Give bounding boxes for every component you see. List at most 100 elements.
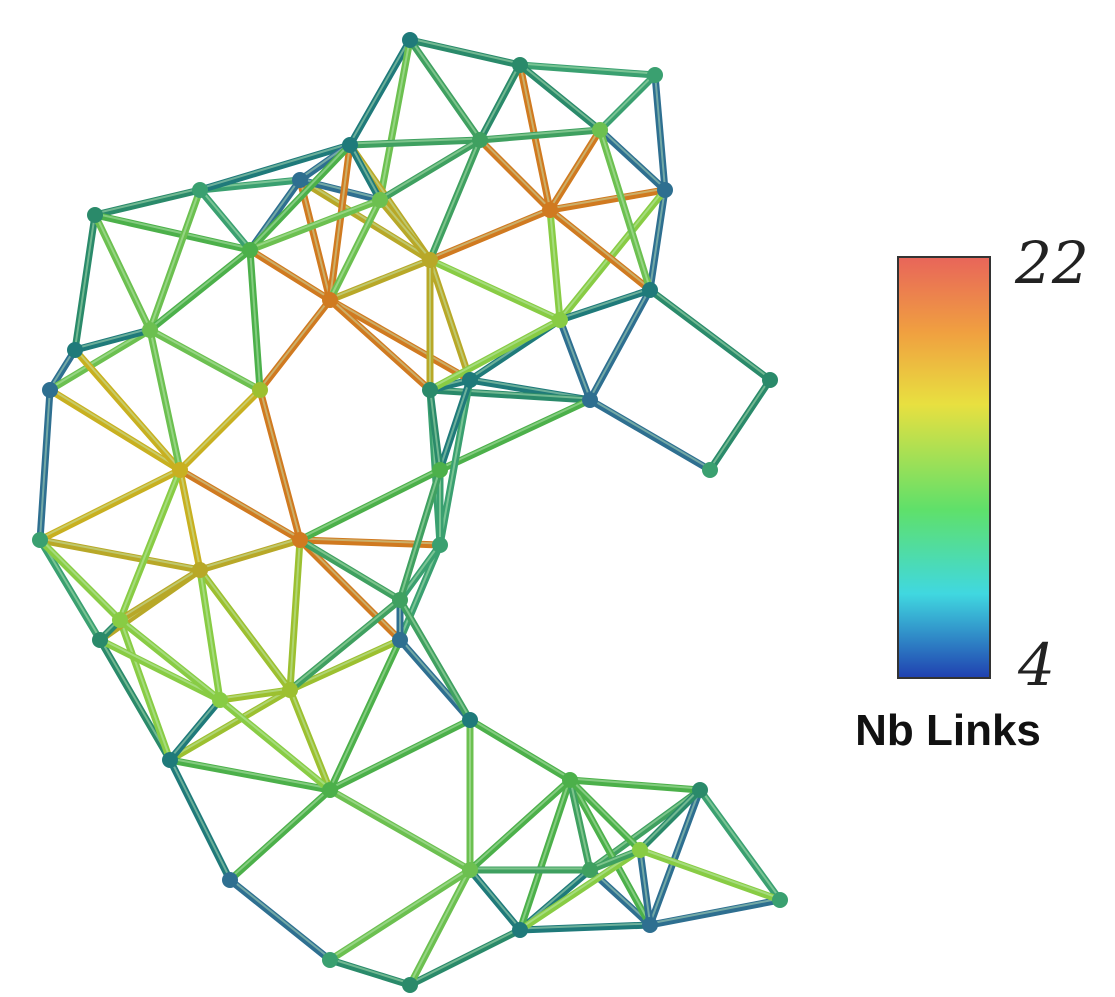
- node: [512, 57, 528, 73]
- edge-highlight: [330, 639, 400, 789]
- node: [372, 192, 388, 208]
- edge: [150, 330, 260, 390]
- node: [392, 592, 408, 608]
- node: [87, 207, 103, 223]
- edge-highlight: [650, 289, 770, 379]
- edge: [520, 65, 655, 75]
- edge-highlight: [150, 329, 260, 389]
- edge-highlight: [330, 959, 410, 984]
- node: [657, 182, 673, 198]
- node: [422, 382, 438, 398]
- node: [692, 782, 708, 798]
- node: [772, 892, 788, 908]
- edge: [50, 390, 180, 470]
- node: [222, 872, 238, 888]
- edge-highlight: [560, 319, 590, 399]
- node: [462, 372, 478, 388]
- edge-highlight: [120, 469, 180, 619]
- node: [462, 712, 478, 728]
- edge-highlight: [330, 719, 470, 789]
- node: [112, 612, 128, 628]
- node: [647, 67, 663, 83]
- edge: [430, 320, 560, 390]
- colorbar-min: 4: [1017, 631, 1055, 699]
- edge: [200, 540, 300, 570]
- edge-highlight: [170, 699, 220, 759]
- colorbar: [898, 257, 990, 678]
- node: [92, 632, 108, 648]
- node: [42, 382, 58, 398]
- node: [67, 342, 83, 358]
- edge-highlight: [330, 299, 430, 389]
- edge: [95, 190, 200, 215]
- edge-highlight: [330, 789, 470, 869]
- edge: [180, 390, 260, 470]
- edge: [600, 75, 655, 130]
- node: [552, 312, 568, 328]
- node: [642, 917, 658, 933]
- node: [632, 842, 648, 858]
- node: [462, 862, 478, 878]
- edge: [650, 290, 770, 380]
- colorbar-max: 22: [1014, 229, 1089, 297]
- node: [592, 122, 608, 138]
- edge: [330, 720, 470, 790]
- node: [242, 242, 258, 258]
- edge-highlight: [600, 74, 655, 129]
- node: [432, 462, 448, 478]
- edge-highlight: [95, 214, 150, 329]
- node: [172, 462, 188, 478]
- node: [472, 132, 488, 148]
- edge-highlight: [400, 599, 470, 719]
- edge-highlight: [95, 189, 200, 214]
- edge: [230, 880, 330, 960]
- edge-highlight: [650, 899, 780, 924]
- edge-highlight: [150, 329, 180, 469]
- edge: [330, 790, 470, 870]
- node: [322, 292, 338, 308]
- edge: [330, 960, 410, 985]
- edge-highlight: [230, 879, 330, 959]
- node: [162, 752, 178, 768]
- edge-highlight: [590, 399, 710, 469]
- edge-highlight: [550, 189, 665, 209]
- node: [402, 32, 418, 48]
- edge-highlight: [75, 214, 95, 349]
- edge: [570, 780, 700, 790]
- node: [512, 922, 528, 938]
- edge-highlight: [200, 539, 300, 569]
- node: [392, 632, 408, 648]
- edge: [650, 900, 780, 925]
- node: [702, 462, 718, 478]
- node: [282, 682, 298, 698]
- edge-highlight: [260, 299, 330, 389]
- edge: [590, 400, 710, 470]
- edge-highlight: [470, 869, 520, 929]
- colorbar-label: Nb Links: [855, 706, 1041, 755]
- node: [402, 977, 418, 993]
- node: [322, 782, 338, 798]
- node: [192, 182, 208, 198]
- edge-highlight: [480, 64, 520, 139]
- figure: 22 4 Nb Links: [0, 0, 1115, 997]
- node: [582, 392, 598, 408]
- edge: [470, 720, 570, 780]
- edge: [430, 390, 590, 400]
- node: [322, 952, 338, 968]
- node: [252, 382, 268, 398]
- figure-canvas: 22 4 Nb Links: [0, 0, 1115, 997]
- network-mesh: [32, 32, 788, 993]
- node: [292, 172, 308, 188]
- edge-highlight: [710, 379, 770, 469]
- node: [562, 772, 578, 788]
- node: [292, 532, 308, 548]
- edge-highlight: [550, 129, 600, 209]
- edge-highlight: [230, 789, 330, 879]
- edge-highlight: [260, 389, 300, 539]
- edge: [520, 850, 640, 930]
- node: [582, 862, 598, 878]
- node: [642, 282, 658, 298]
- edge: [170, 760, 330, 790]
- edge: [230, 790, 330, 880]
- edge: [480, 130, 600, 140]
